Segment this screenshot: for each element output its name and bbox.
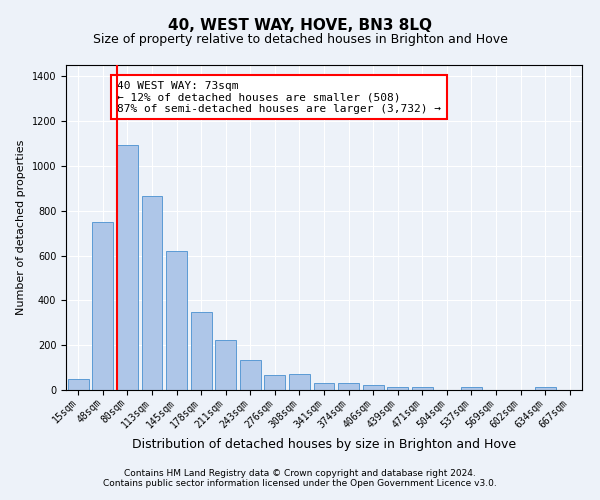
Bar (412, 386, 433, 390)
Text: 40 WEST WAY: 73sqm
← 12% of detached houses are smaller (508)
87% of semi-detach: 40 WEST WAY: 73sqm ← 12% of detached hou… (117, 80, 441, 114)
Bar (215, 340, 236, 390)
Bar (387, 386, 408, 390)
Text: Contains HM Land Registry data © Crown copyright and database right 2024.: Contains HM Land Registry data © Crown c… (124, 468, 476, 477)
Bar (68, 379, 89, 390)
Bar (362, 385, 383, 390)
Bar (142, 196, 163, 390)
Text: Size of property relative to detached houses in Brighton and Hove: Size of property relative to detached ho… (92, 32, 508, 46)
Bar (117, 144, 138, 390)
Bar (240, 360, 261, 390)
Bar (191, 312, 212, 390)
X-axis label: Distribution of detached houses by size in Brighton and Hove: Distribution of detached houses by size … (132, 438, 516, 451)
Bar (314, 384, 334, 390)
Bar (92, 222, 113, 390)
Bar (338, 384, 359, 390)
Bar (265, 376, 286, 390)
Y-axis label: Number of detached properties: Number of detached properties (16, 140, 26, 315)
Bar (535, 388, 556, 390)
Text: Contains public sector information licensed under the Open Government Licence v3: Contains public sector information licen… (103, 478, 497, 488)
Bar (289, 374, 310, 390)
Bar (461, 388, 482, 390)
Text: 40, WEST WAY, HOVE, BN3 8LQ: 40, WEST WAY, HOVE, BN3 8LQ (168, 18, 432, 32)
Bar (166, 251, 187, 390)
